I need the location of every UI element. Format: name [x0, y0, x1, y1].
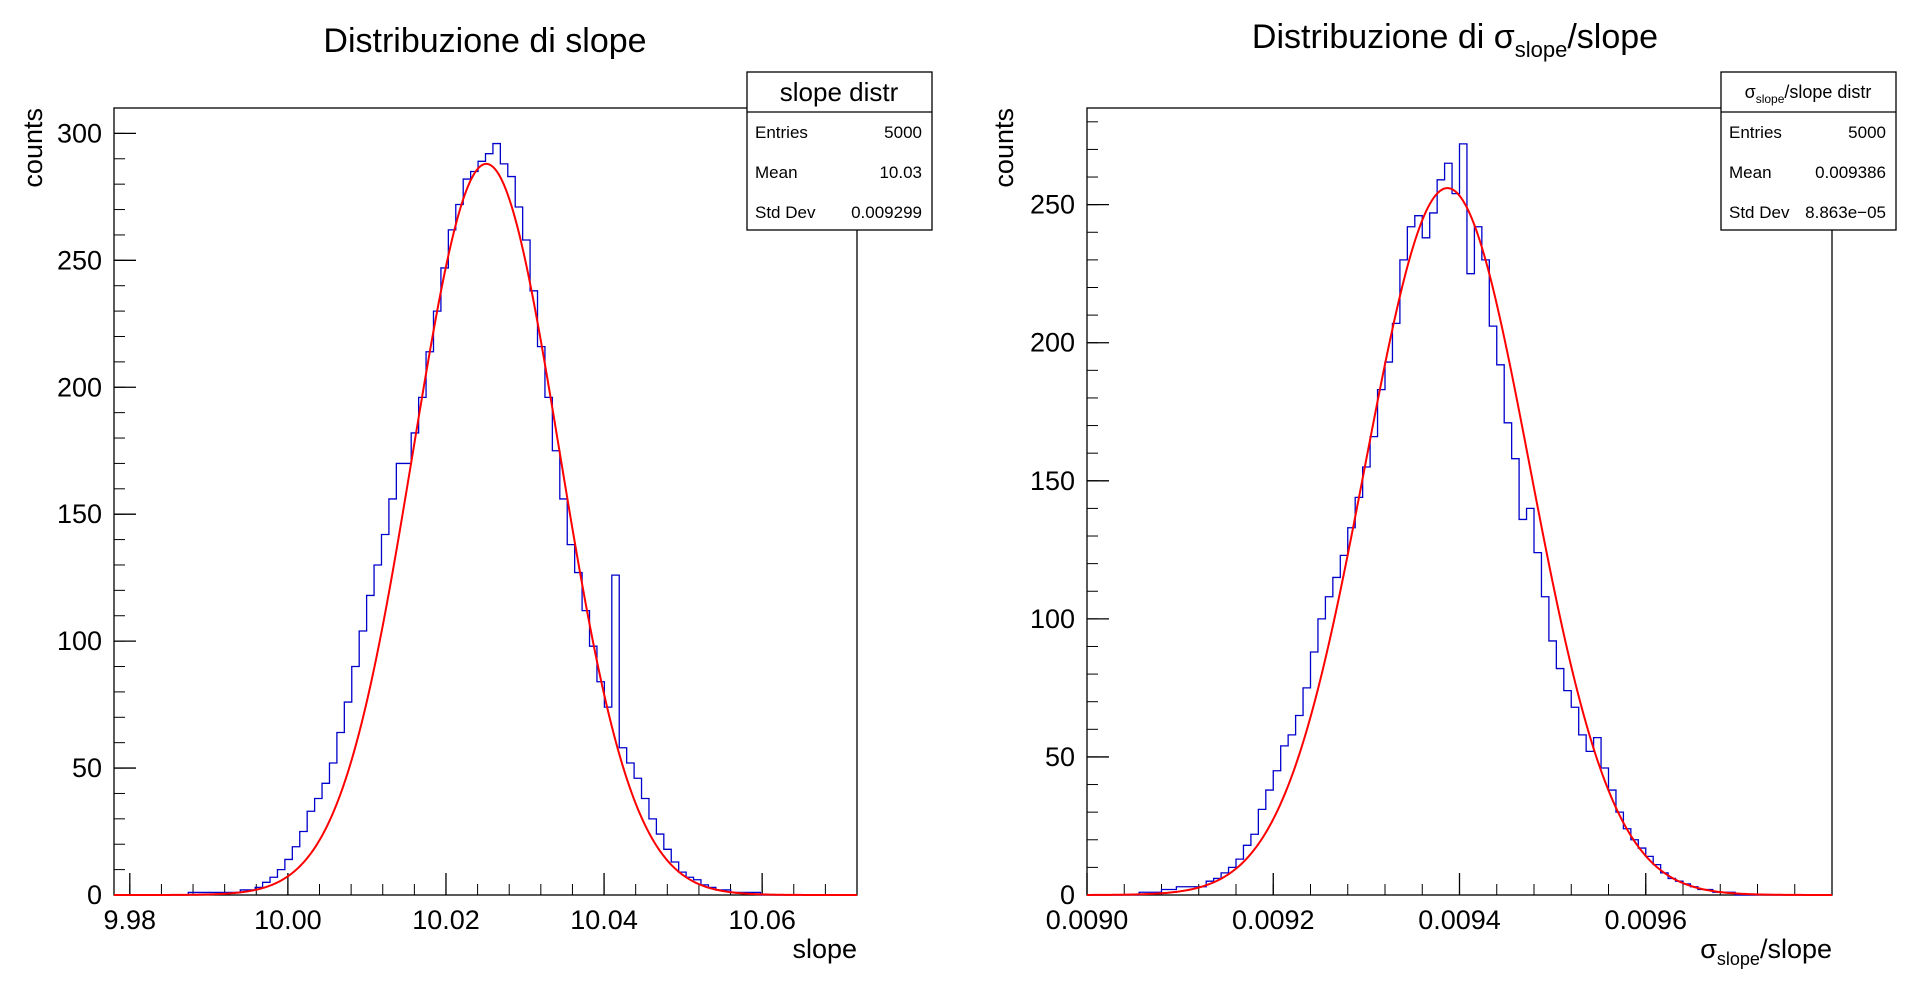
right-stats-label-mean: Mean [1729, 163, 1772, 182]
right-title-text: Distribuzione di [1252, 18, 1494, 56]
left-y-axis-label: counts [18, 108, 48, 188]
left-x-tick-label: 9.98 [104, 905, 157, 935]
left-x-tick-label: 10.04 [570, 905, 638, 935]
left-y-tick-label: 200 [57, 372, 102, 402]
left-y-tick-label: 300 [57, 118, 102, 148]
left-stats-frame [746, 71, 933, 231]
right-y-tick-label: 150 [1030, 466, 1075, 496]
left-stats-value-entries: 5000 [884, 123, 922, 142]
right-axes: 0 50 100 150 200 250 0.0090 0.0092 0.0094 0.0096 [1030, 121, 1833, 935]
left-stats-box: slope distr Entries 5000 Mean 10.03 Std … [746, 71, 933, 231]
right-stats-title-suffix: /slope distr [1784, 82, 1871, 102]
left-y-tick-label: 100 [57, 626, 102, 656]
right-stats-frame [1720, 71, 1897, 231]
left-stats-value-stddev: 0.009299 [851, 203, 922, 222]
left-y-tick-label: 150 [57, 499, 102, 529]
right-y-tick-label: 100 [1030, 604, 1075, 634]
right-x-axis-subscript: slope [1717, 949, 1760, 969]
right-stats-box: σslope/slope distr Entries 5000 Mean 0.0… [1720, 71, 1897, 231]
right-title-suffix: /slope [1567, 18, 1658, 56]
right-title-subscript: slope [1515, 37, 1568, 62]
right-x-tick-label: 0.0092 [1232, 905, 1315, 935]
right-histogram [1087, 143, 1832, 896]
right-y-tick-label: 0 [1060, 880, 1075, 910]
left-stats-label-entries: Entries [755, 123, 808, 142]
right-x-tick-label: 0.0090 [1046, 905, 1129, 935]
right-stats-value-stddev: 8.863e−05 [1805, 203, 1886, 222]
left-y-tick-label: 0 [87, 880, 102, 910]
left-x-tick-label: 10.00 [254, 905, 322, 935]
right-x-axis-sigma: σ [1700, 934, 1717, 964]
right-pad: Distribuzione di σslope/slope counts σsl… [989, 18, 1897, 969]
right-gaussian-fit [1087, 187, 1832, 896]
right-stats-value-mean: 0.009386 [1815, 163, 1886, 182]
right-stats-title: σslope/slope distr [1745, 82, 1872, 106]
left-pad: Distribuzione di slope counts slope 0 50 1… [18, 22, 933, 964]
right-plot-frame [1086, 107, 1833, 896]
left-stats-title: slope distr [780, 77, 899, 107]
left-x-axis-label: slope [792, 934, 857, 964]
left-histogram [114, 142, 857, 896]
left-y-tick-label: 250 [57, 245, 102, 275]
right-y-tick-label: 50 [1045, 742, 1075, 772]
right-y-axis-label: counts [989, 108, 1019, 188]
left-stats-value-mean: 10.03 [879, 163, 922, 182]
right-title: Distribuzione di σslope/slope [1252, 18, 1658, 62]
right-stats-label-stddev: Std Dev [1729, 203, 1790, 222]
right-y-tick-label: 200 [1030, 328, 1075, 358]
left-title: Distribuzione di slope [323, 22, 646, 60]
left-stats-label-stddev: Std Dev [755, 203, 816, 222]
left-x-tick-label: 10.02 [412, 905, 480, 935]
right-title-sigma: σ [1494, 18, 1515, 56]
right-stats-value-entries: 5000 [1848, 123, 1886, 142]
left-gaussian-fit [114, 162, 857, 896]
left-axes: 0 50 100 150 200 250 300 9.98 10.00 10.02 10.04 10.… [57, 107, 858, 935]
right-stats-title-subscript: slope [1756, 92, 1785, 106]
right-stats-label-entries: Entries [1729, 123, 1782, 142]
right-y-tick-label: 250 [1030, 190, 1075, 220]
left-y-tick-label: 50 [72, 753, 102, 783]
right-x-tick-label: 0.0096 [1604, 905, 1687, 935]
right-x-axis-suffix: /slope [1760, 934, 1832, 964]
right-x-tick-label: 0.0094 [1418, 905, 1501, 935]
left-stats-label-mean: Mean [755, 163, 798, 182]
left-x-tick-label: 10.06 [728, 905, 796, 935]
right-stats-title-sigma: σ [1745, 82, 1756, 102]
left-plot-frame [113, 107, 858, 896]
right-x-axis-label: σslope/slope [1700, 934, 1832, 969]
